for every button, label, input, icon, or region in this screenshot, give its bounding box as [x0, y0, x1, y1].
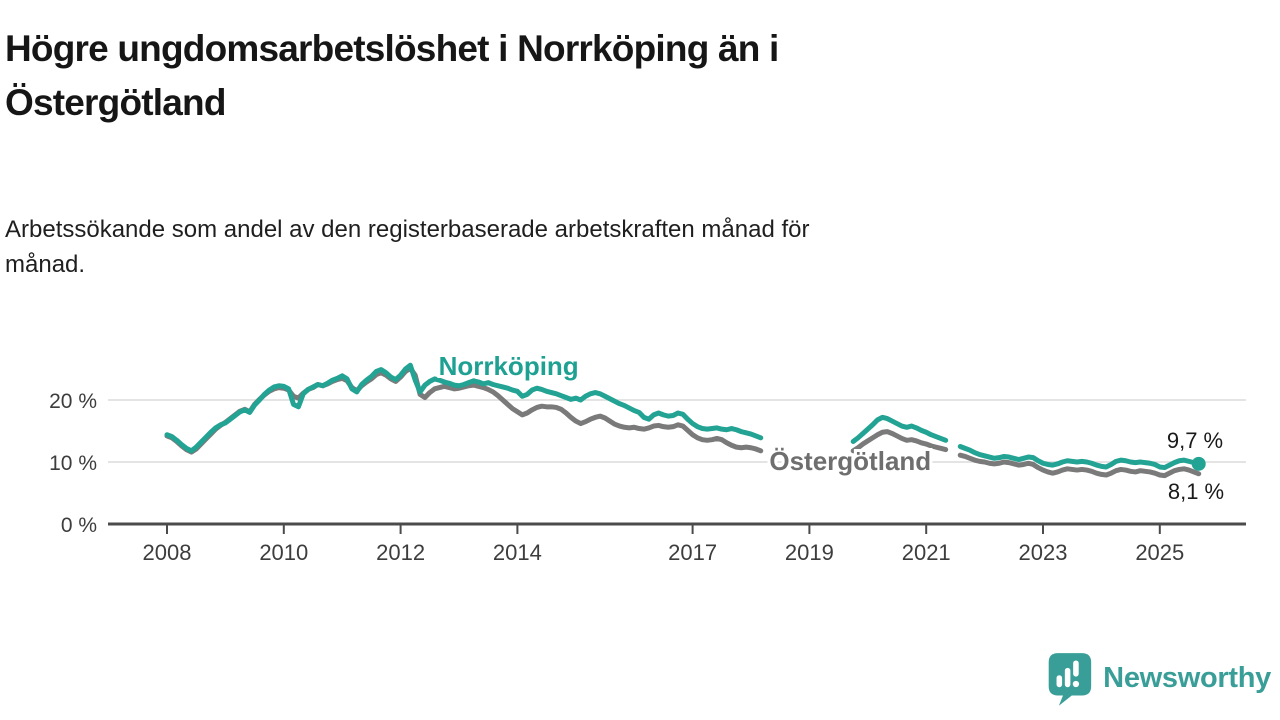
newsworthy-bubble-chart-icon [1048, 653, 1092, 706]
series-label-norrköping: Norrköping [439, 351, 579, 381]
x-tick-label: 2023 [1019, 540, 1068, 565]
brand-name: Newsworthy [1103, 661, 1271, 694]
end-value-label: 8,1 % [1168, 479, 1224, 504]
x-tick-label: 2008 [143, 540, 192, 565]
y-tick-label: 20 % [49, 390, 97, 413]
x-tick-label: 2014 [493, 540, 542, 565]
series-line-norrköping [957, 444, 1202, 471]
series-line-östergötland [957, 452, 1202, 479]
y-tick-label: 10 % [49, 452, 97, 475]
x-tick-label: 2021 [902, 540, 951, 565]
x-tick-label: 2012 [376, 540, 425, 565]
series-line-östergötland [850, 429, 949, 454]
end-value-label: 9,7 % [1167, 428, 1223, 453]
x-tick-label: 2019 [785, 540, 834, 565]
series-end-dot [1191, 456, 1206, 471]
page-title: Högre ungdomsarbetslöshet i Norrköping ä… [5, 28, 779, 123]
x-tick-label: 2010 [259, 540, 308, 565]
series-line-norrköping [850, 414, 949, 445]
x-tick-label: 2017 [668, 540, 717, 565]
series-line-östergötland [164, 365, 764, 455]
x-tick-label: 2025 [1135, 540, 1184, 565]
newsworthy-logo: Newsworthy [1045, 649, 1271, 707]
series-label-östergötland: Östergötland [769, 446, 931, 476]
series-line-norrköping [164, 362, 764, 454]
y-tick-label: 0 % [61, 514, 97, 537]
chart-description: Arbetssökande som andel av den registerb… [5, 216, 810, 278]
